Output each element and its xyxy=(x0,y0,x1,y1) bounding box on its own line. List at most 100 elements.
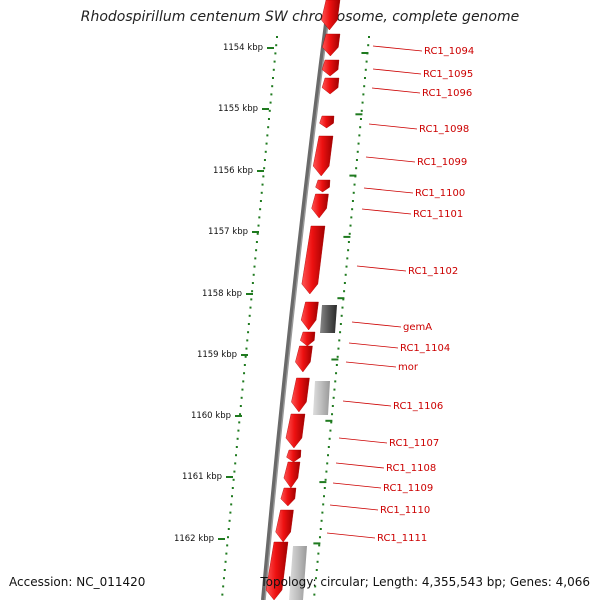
gene-label-rc1_1096: RC1_1096 xyxy=(422,88,472,99)
gene-arrow xyxy=(283,461,301,489)
minor-tick xyxy=(245,347,248,350)
major-tick xyxy=(331,358,339,361)
minor-tick xyxy=(270,93,273,96)
scale-tick-label: 1156 kbp xyxy=(213,166,253,176)
minor-tick xyxy=(237,429,240,432)
minor-tick xyxy=(364,68,367,71)
minor-tick xyxy=(349,224,352,227)
minor-tick xyxy=(324,478,327,481)
minor-tick xyxy=(259,200,262,202)
gene-arrow xyxy=(275,509,294,543)
minor-tick xyxy=(341,306,344,309)
minor-tick xyxy=(254,257,257,260)
minor-tick xyxy=(343,282,346,284)
minor-tick xyxy=(323,487,326,489)
minor-tick xyxy=(332,396,335,399)
minor-tick xyxy=(227,528,230,530)
minor-tick xyxy=(318,536,321,539)
label-leader xyxy=(335,462,385,469)
minor-tick xyxy=(251,290,254,293)
minor-tick xyxy=(271,85,274,88)
minor-tick xyxy=(232,478,235,481)
minor-tick xyxy=(330,421,333,424)
scale-labels: 1154 kbp 1155 kbp 1156 kbp 1157 kbp 1158 kbp… xyxy=(174,43,274,544)
gene-arrow xyxy=(286,449,302,463)
minor-tick xyxy=(267,126,270,129)
minor-tick xyxy=(230,495,233,498)
minor-tick xyxy=(333,388,336,391)
major-tick xyxy=(267,47,274,49)
minor-tick xyxy=(315,569,318,571)
minor-tick xyxy=(345,265,348,268)
scale-tick-label: 1154 kbp xyxy=(223,43,263,53)
minor-tick xyxy=(262,175,265,178)
label-leader xyxy=(332,482,382,489)
minor-tick xyxy=(313,593,316,596)
minor-tick xyxy=(265,142,268,145)
minor-tick xyxy=(222,585,225,588)
minor-tick xyxy=(362,93,365,96)
label-leader xyxy=(361,208,412,215)
minor-tick xyxy=(273,60,276,63)
minor-tick xyxy=(238,421,241,424)
label-leader xyxy=(372,68,422,75)
minor-tick xyxy=(319,528,322,530)
minor-tick xyxy=(244,355,247,358)
major-tick xyxy=(313,542,321,545)
minor-tick xyxy=(225,552,228,555)
major-tick xyxy=(241,354,248,356)
scale-tick-label: 1157 kbp xyxy=(208,227,248,237)
minor-tick xyxy=(274,52,277,55)
minor-tick xyxy=(250,298,253,301)
scale-tick-label: 1155 kbp xyxy=(218,104,258,114)
minor-tick xyxy=(351,208,354,211)
minor-tick xyxy=(239,405,242,407)
minor-tick xyxy=(263,167,266,170)
minor-tick xyxy=(260,191,263,194)
minor-tick xyxy=(221,593,224,596)
minor-tick xyxy=(224,560,227,563)
gene-arrow xyxy=(280,487,297,507)
minor-tick xyxy=(269,101,272,104)
major-tick xyxy=(325,419,333,422)
minor-tick xyxy=(347,241,350,243)
minor-tick xyxy=(314,577,317,580)
minor-tick xyxy=(255,241,258,243)
gene-arrow xyxy=(291,377,310,413)
minor-tick xyxy=(243,364,246,366)
minor-tick xyxy=(231,487,234,489)
minor-tick xyxy=(230,503,233,506)
gene-labels: RC1_1094 RC1_1095 RC1_1096 RC1_1098 RC1_1099… xyxy=(377,46,474,544)
minor-tick xyxy=(335,372,338,375)
minor-tick xyxy=(249,306,252,309)
minor-tick xyxy=(228,519,231,522)
minor-tick xyxy=(251,282,254,284)
major-tick xyxy=(262,108,269,110)
minor-tick xyxy=(338,339,341,342)
major-tick xyxy=(257,170,264,172)
major-tick xyxy=(349,174,357,177)
chromosome-backbone xyxy=(261,0,331,600)
scale-tick-label: 1160 kbp xyxy=(191,411,231,421)
gene-label-rc1_1094: RC1_1094 xyxy=(424,46,474,57)
minor-tick xyxy=(276,36,278,38)
scale-tick-label: 1162 kbp xyxy=(174,534,214,544)
major-tick xyxy=(319,481,327,484)
minor-tick xyxy=(268,109,271,112)
gene-label-rc1_1109: RC1_1109 xyxy=(383,483,433,494)
minor-tick xyxy=(259,208,262,211)
scale-minor-ticks-right xyxy=(313,36,370,596)
label-leader xyxy=(365,156,416,163)
minor-tick xyxy=(235,454,238,457)
label-leader xyxy=(342,400,392,407)
label-leader xyxy=(368,123,418,130)
major-tick xyxy=(252,231,259,233)
minor-tick xyxy=(347,249,350,252)
scale-tick-label: 1159 kbp xyxy=(197,350,237,360)
scale-minor-ticks-left xyxy=(221,36,278,596)
minor-tick xyxy=(361,101,364,104)
minor-tick xyxy=(340,314,343,317)
gene-arrow xyxy=(295,345,313,373)
gene-arrow xyxy=(300,331,316,347)
